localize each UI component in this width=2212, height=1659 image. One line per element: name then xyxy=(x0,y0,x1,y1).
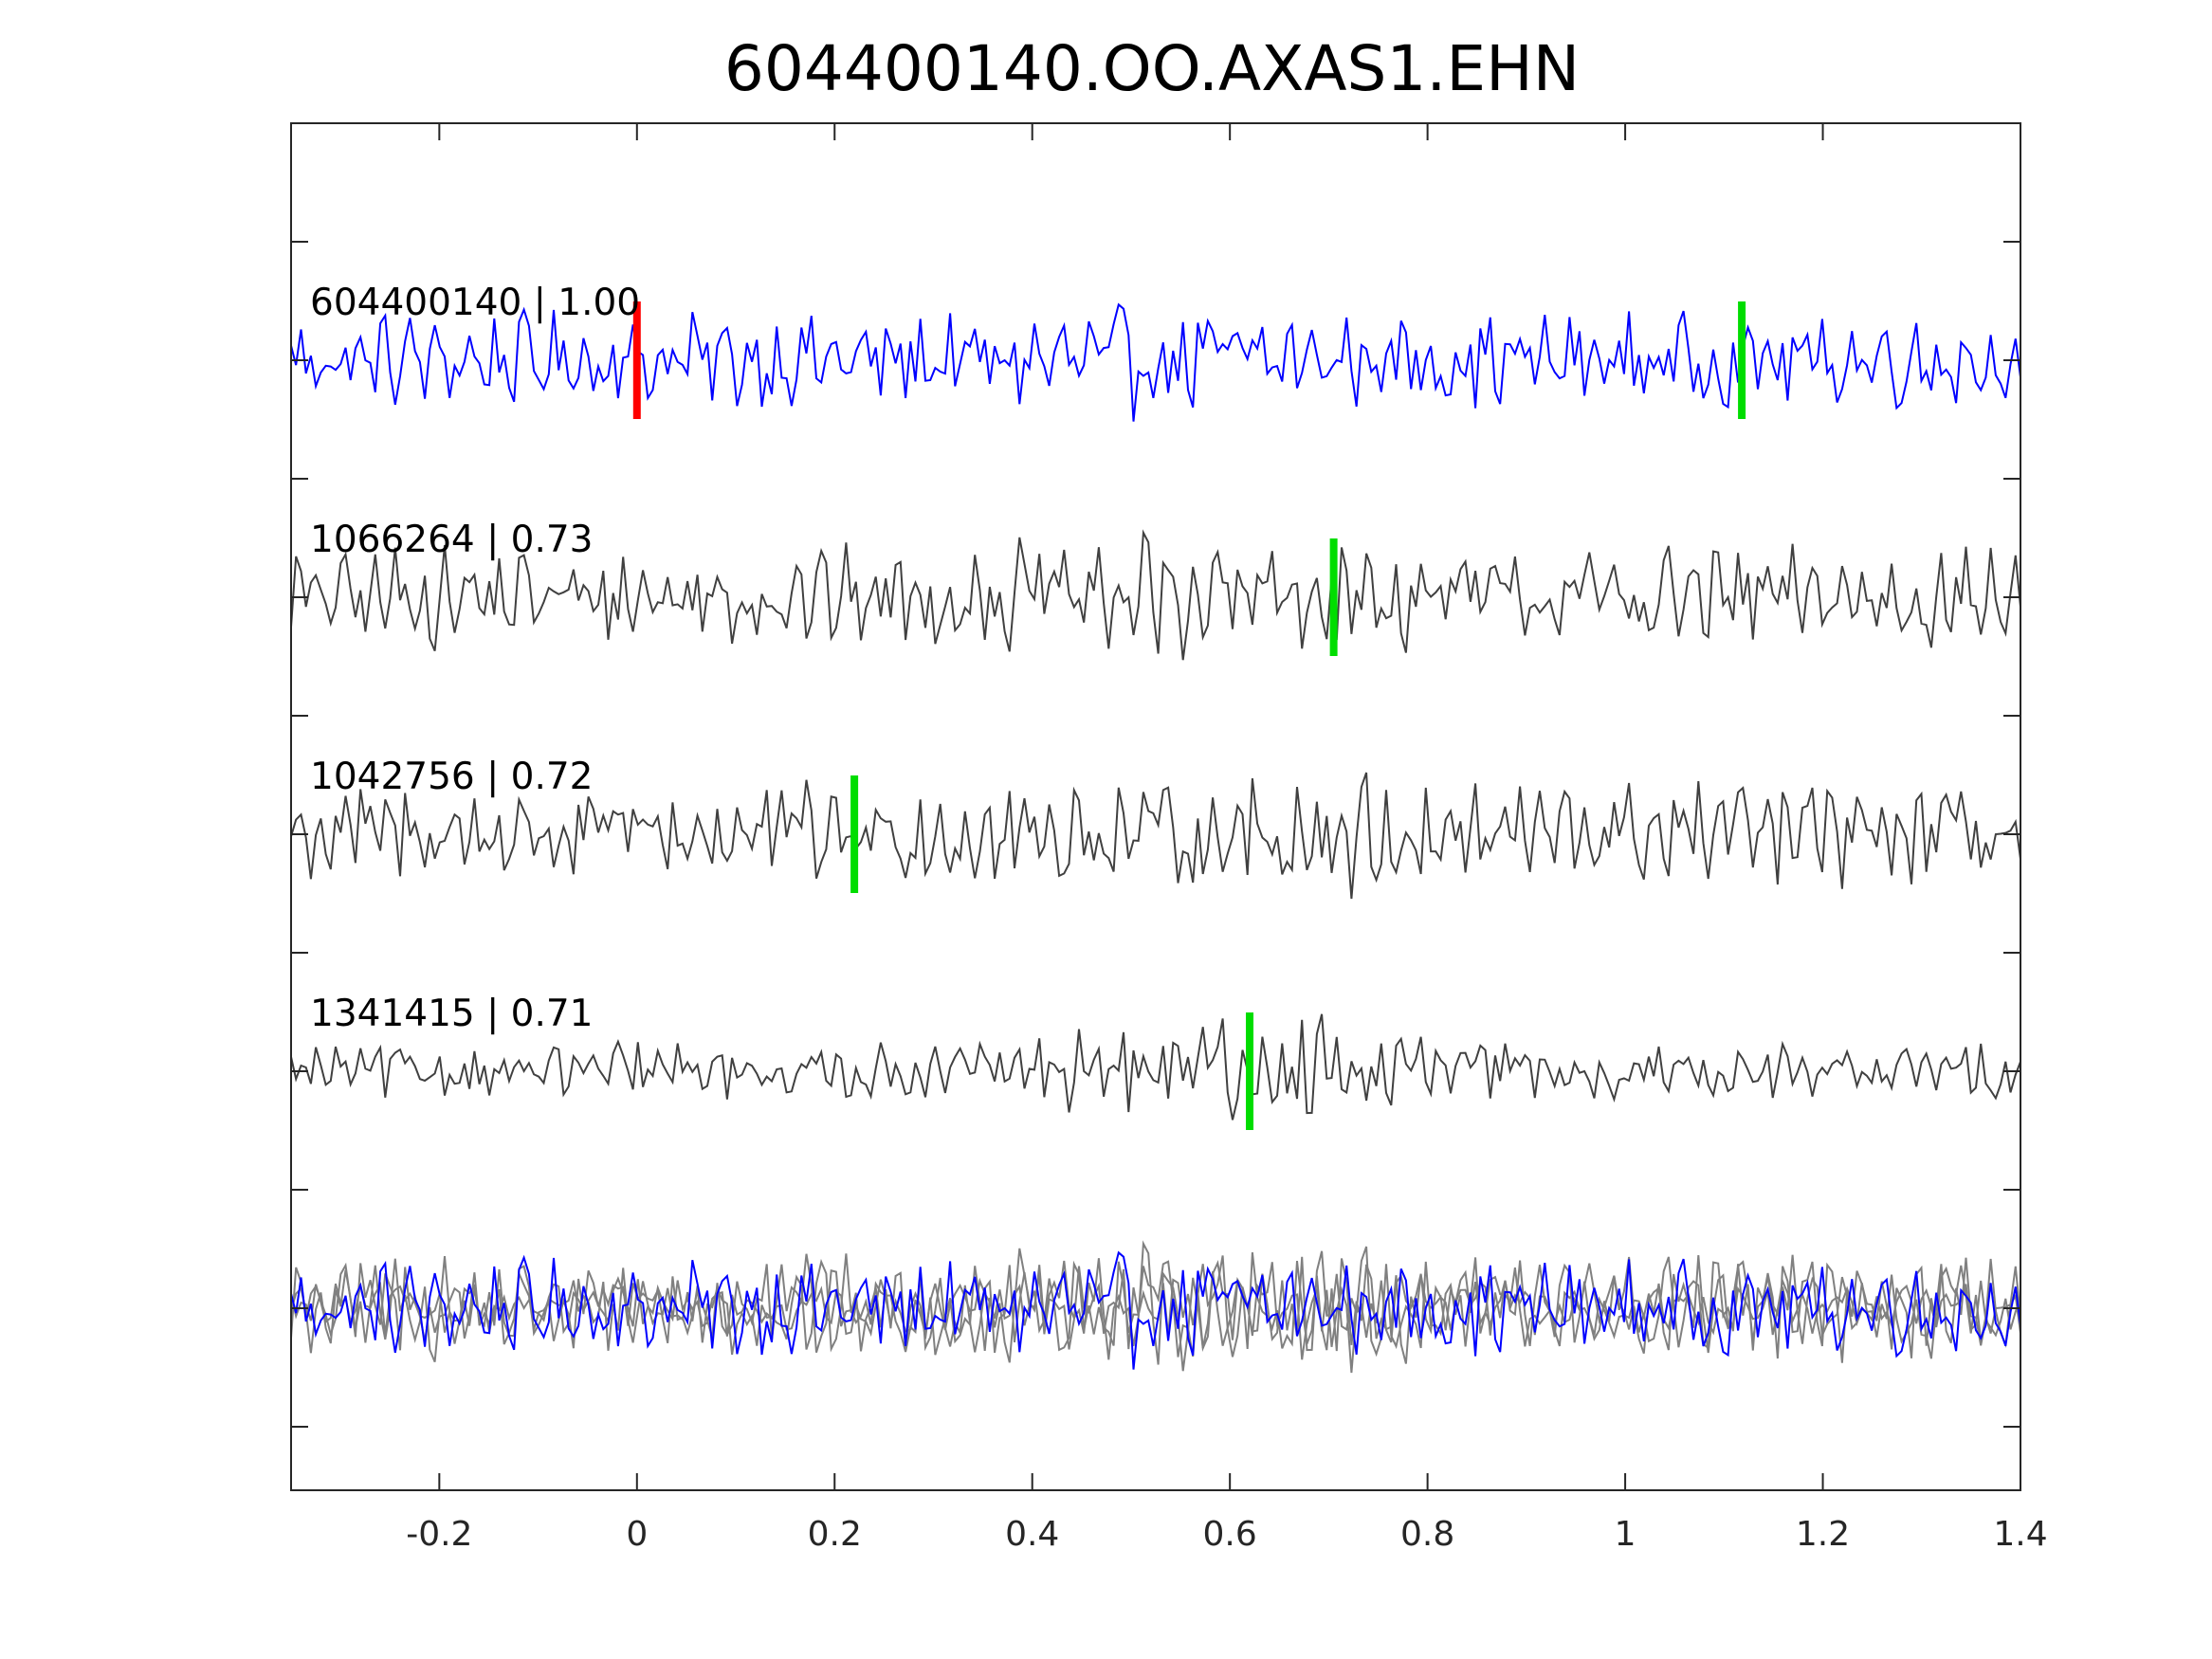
trace-group xyxy=(290,302,2021,1121)
axes-box xyxy=(290,122,2021,1491)
trace-label-group: 604400140 | 1.00 1066264 | 0.73 1042756 | … xyxy=(310,282,640,1035)
x-tick-label-2: 0.2 xyxy=(808,1515,862,1554)
overlay-trace-1 xyxy=(290,1240,2021,1372)
x-tick-label-0: -0.2 xyxy=(406,1515,472,1554)
x-tick-label-6: 1 xyxy=(1615,1515,1636,1554)
trace-2 xyxy=(290,772,2021,900)
trace-3 xyxy=(290,1013,2021,1121)
x-tick-label-5: 0.8 xyxy=(1400,1515,1454,1554)
x-tick-label-4: 0.6 xyxy=(1203,1515,1257,1554)
trace-label-2: 1042756 | 0.72 xyxy=(310,756,593,798)
trace-0 xyxy=(290,302,2021,422)
overlay-trace-0 xyxy=(290,1250,2021,1370)
trace-label-3: 1341415 | 0.71 xyxy=(310,993,593,1035)
x-tick-label-7: 1.2 xyxy=(1796,1515,1850,1554)
trace-1 xyxy=(290,529,2021,661)
trace-label-1: 1066264 | 0.73 xyxy=(310,519,593,561)
x-tick-label-8: 1.4 xyxy=(1993,1515,2047,1554)
pick-marker-group xyxy=(632,301,1746,1130)
chart-title: 604400140.OO.AXAS1.EHN xyxy=(724,32,1580,105)
x-tick-label-3: 0.4 xyxy=(1005,1515,1059,1554)
x-tick-label-1: 0 xyxy=(626,1515,648,1554)
axes-frame xyxy=(290,122,2021,1491)
trace-label-0: 604400140 | 1.00 xyxy=(310,282,640,324)
x-tick-group: -0.2 0 0.2 0.4 0.6 0.8 1 1.2 1.4 xyxy=(406,123,2048,1554)
overlay-group xyxy=(290,1240,2021,1374)
